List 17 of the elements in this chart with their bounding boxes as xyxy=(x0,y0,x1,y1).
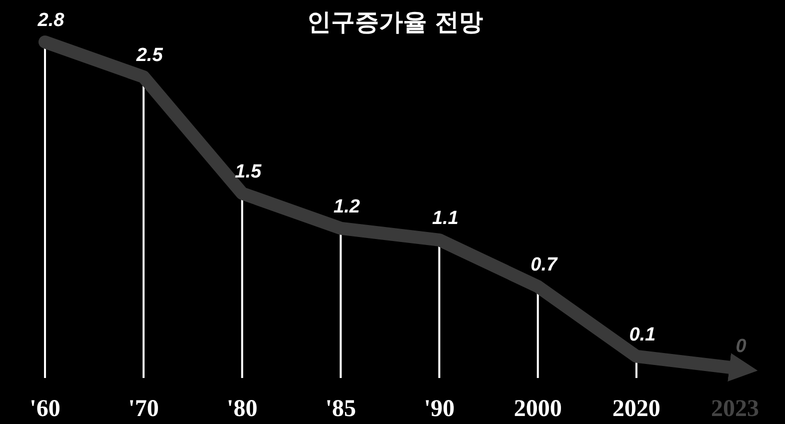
data-label: 1.5 xyxy=(234,161,262,182)
data-label: 2.5 xyxy=(135,44,164,66)
x-tick-label: 2020 xyxy=(612,396,660,422)
x-tick-label: 2023 xyxy=(711,396,759,422)
x-tick-label: '90 xyxy=(424,396,455,422)
x-tick-label: '60 xyxy=(30,396,60,422)
data-label: 0 xyxy=(736,336,747,357)
data-label: 0.1 xyxy=(629,324,656,346)
x-tick-label: '85 xyxy=(325,396,356,422)
x-tick-label: '70 xyxy=(128,396,159,422)
data-label: 2.8 xyxy=(36,10,65,31)
chart-title: 인구증가율 전망 xyxy=(306,8,484,36)
data-label: 1.2 xyxy=(334,196,360,218)
data-label: 0.7 xyxy=(530,254,558,276)
data-label: 1.1 xyxy=(432,208,458,229)
x-tick-label: 2000 xyxy=(514,396,562,422)
x-tick-label: '80 xyxy=(226,396,258,422)
